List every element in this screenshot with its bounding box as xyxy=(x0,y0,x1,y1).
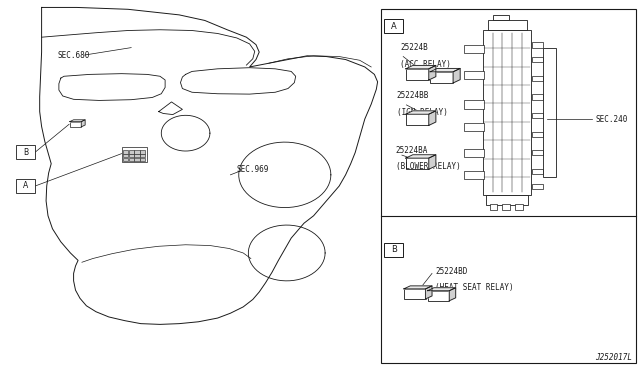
Bar xyxy=(134,154,140,157)
Bar xyxy=(122,147,147,162)
Text: 25224BD: 25224BD xyxy=(435,267,468,276)
Text: (BLOWER RELAY): (BLOWER RELAY) xyxy=(396,162,460,171)
Polygon shape xyxy=(430,68,460,72)
Polygon shape xyxy=(406,111,436,114)
Bar xyxy=(532,57,543,62)
Bar xyxy=(123,154,128,157)
Bar xyxy=(532,94,543,100)
Polygon shape xyxy=(429,111,436,125)
Bar xyxy=(140,150,145,154)
Bar xyxy=(464,45,484,53)
Bar xyxy=(464,100,484,109)
Bar xyxy=(515,204,523,210)
Text: (IGN RELAY): (IGN RELAY) xyxy=(397,108,447,117)
Bar xyxy=(140,158,145,161)
Bar xyxy=(464,71,484,79)
Polygon shape xyxy=(81,120,85,127)
Bar xyxy=(381,9,636,363)
Polygon shape xyxy=(426,286,432,299)
Bar xyxy=(123,158,128,161)
Bar xyxy=(464,149,484,157)
Text: A: A xyxy=(23,182,28,190)
Bar xyxy=(134,158,140,161)
Text: (HEAT SEAT RELAY): (HEAT SEAT RELAY) xyxy=(435,283,514,292)
Bar xyxy=(532,169,543,174)
Bar xyxy=(464,123,484,131)
Bar xyxy=(543,48,556,177)
Bar xyxy=(532,113,543,118)
Polygon shape xyxy=(428,288,456,291)
Text: 25224B: 25224B xyxy=(400,43,428,52)
Text: 25224BB: 25224BB xyxy=(397,92,429,100)
Polygon shape xyxy=(429,65,436,80)
Polygon shape xyxy=(406,65,436,69)
Bar xyxy=(532,76,543,81)
Bar xyxy=(129,158,134,161)
Text: SEC.240: SEC.240 xyxy=(595,115,628,124)
Bar xyxy=(140,154,145,157)
Text: A: A xyxy=(391,22,396,31)
Bar xyxy=(406,114,429,125)
Bar xyxy=(486,195,528,205)
Bar xyxy=(490,204,497,210)
Bar xyxy=(502,204,510,210)
Bar xyxy=(70,122,81,127)
Polygon shape xyxy=(406,155,436,158)
Bar xyxy=(532,132,543,137)
Text: SEC.680: SEC.680 xyxy=(58,51,90,60)
Bar xyxy=(406,69,429,80)
Bar xyxy=(16,145,35,159)
Bar xyxy=(428,291,449,301)
Polygon shape xyxy=(453,68,460,83)
Bar xyxy=(123,150,128,154)
Text: B: B xyxy=(23,148,28,157)
Text: B: B xyxy=(390,245,397,254)
Bar xyxy=(488,20,527,30)
Text: 25224BA: 25224BA xyxy=(396,146,428,155)
Polygon shape xyxy=(70,120,85,122)
Bar xyxy=(129,154,134,157)
Bar xyxy=(532,184,543,189)
Bar xyxy=(384,19,403,33)
Bar xyxy=(384,243,403,257)
Bar xyxy=(406,158,429,169)
Polygon shape xyxy=(449,288,456,301)
Bar xyxy=(404,289,426,299)
Bar xyxy=(134,150,140,154)
Bar xyxy=(430,72,453,83)
Bar xyxy=(129,150,134,154)
Bar xyxy=(493,15,509,20)
Text: (ACC RELAY): (ACC RELAY) xyxy=(400,60,451,68)
Bar xyxy=(464,171,484,179)
Bar xyxy=(483,30,531,195)
Text: SEC.969: SEC.969 xyxy=(237,165,269,174)
Bar xyxy=(532,42,543,48)
Polygon shape xyxy=(429,155,436,169)
Bar xyxy=(532,150,543,155)
Text: J252017L: J252017L xyxy=(595,353,632,362)
Bar xyxy=(16,179,35,193)
Polygon shape xyxy=(404,286,432,289)
